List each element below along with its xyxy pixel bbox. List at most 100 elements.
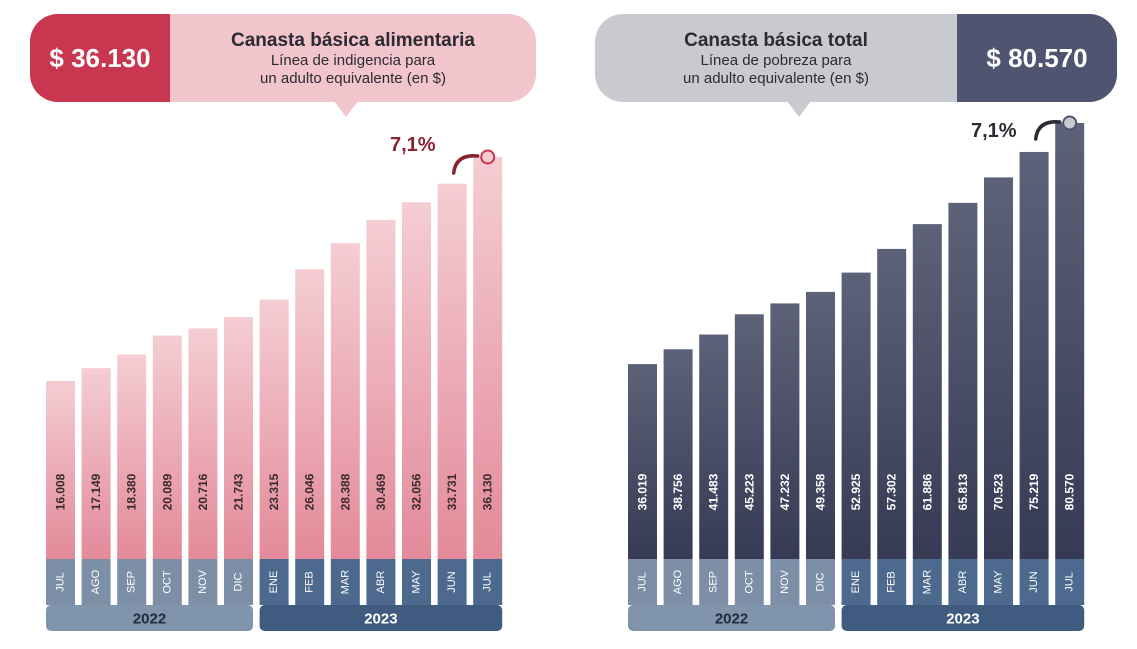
year-band-2023 bbox=[259, 605, 503, 631]
chart-subtitle-line2: un adulto equivalente (en $) bbox=[683, 70, 869, 87]
month-tick-label: ABR bbox=[375, 571, 387, 594]
bar-mar-2023 bbox=[330, 243, 360, 559]
bar-dic-2022 bbox=[224, 317, 253, 559]
month-tick-label: OCT bbox=[743, 570, 755, 594]
month-tick-label: JUL bbox=[482, 572, 494, 592]
year-label-2023: 2023 bbox=[946, 611, 979, 628]
month-tick-label: NOV bbox=[779, 569, 791, 594]
bar-ago-2022 bbox=[663, 349, 693, 559]
bar-jul-2023 bbox=[1055, 123, 1085, 559]
bar-value-label: 26.046 bbox=[303, 473, 317, 510]
month-tick-label: FEB bbox=[886, 571, 898, 592]
price-badge: $ 80.570 bbox=[957, 14, 1117, 102]
header-pointer bbox=[787, 101, 811, 117]
year-band-2023 bbox=[841, 605, 1085, 631]
header-text: Canasta básica alimentaria Línea de indi… bbox=[170, 14, 536, 102]
bar-value-label: 23.315 bbox=[267, 473, 281, 510]
bar-feb-2023 bbox=[877, 248, 907, 560]
month-tick-label: AGO bbox=[90, 569, 102, 594]
month-strip bbox=[877, 559, 907, 605]
growth-arc bbox=[1033, 120, 1062, 141]
year-label-2022: 2022 bbox=[715, 611, 748, 628]
bar-value-label: 36.019 bbox=[636, 473, 650, 510]
month-strip bbox=[259, 559, 289, 605]
bar-value-label: 18.380 bbox=[125, 473, 139, 510]
month-strip bbox=[224, 559, 253, 605]
month-strip bbox=[841, 559, 871, 605]
month-tick-label: SEP bbox=[126, 571, 138, 593]
bar-value-label: 61.886 bbox=[920, 473, 934, 510]
bar-nov-2022 bbox=[188, 328, 218, 559]
panel-canasta-alimentaria: $ 36.130 Canasta básica alimentaria Líne… bbox=[0, 0, 560, 649]
bar-value-label: 38.756 bbox=[671, 473, 685, 510]
month-strip bbox=[699, 559, 729, 605]
bar-dic-2022 bbox=[806, 291, 835, 559]
month-strip bbox=[1019, 559, 1049, 605]
bar-value-label: 32.056 bbox=[410, 473, 424, 510]
month-tick-label: JUN bbox=[1028, 571, 1040, 592]
bar-ago-2022 bbox=[81, 368, 111, 559]
month-strip bbox=[46, 559, 75, 605]
month-tick-label: JUN bbox=[446, 571, 458, 592]
growth-arc bbox=[451, 154, 480, 175]
bar-oct-2022 bbox=[734, 314, 764, 559]
bar-value-label: 16.008 bbox=[54, 473, 68, 510]
bar-ene-2023 bbox=[841, 272, 871, 559]
bar-value-label: 70.523 bbox=[992, 473, 1006, 510]
month-strip bbox=[437, 559, 467, 605]
bar-sep-2022 bbox=[117, 354, 147, 559]
bar-chart-alimentaria: 16.008 JUL 17.149 AGO 18.380 SEP 20.089 OCT 20.7… bbox=[46, 149, 503, 631]
month-strip bbox=[806, 559, 835, 605]
chart-title: Canasta básica total bbox=[684, 30, 868, 51]
bar-value-label: 20.716 bbox=[196, 473, 210, 510]
month-tick-label: NOV bbox=[197, 569, 209, 594]
bar-abr-2023 bbox=[366, 219, 396, 559]
header-card: $ 36.130 Canasta básica alimentaria Líne… bbox=[30, 14, 536, 102]
bar-value-label: 30.469 bbox=[374, 473, 388, 510]
panel-canasta-total: Canasta básica total Línea de pobreza pa… bbox=[575, 0, 1137, 649]
month-strip bbox=[330, 559, 360, 605]
change-annotation: 7,1% bbox=[390, 134, 436, 156]
bar-value-label: 75.219 bbox=[1027, 473, 1041, 510]
month-tick-label: ENE bbox=[268, 571, 280, 594]
bar-jun-2023 bbox=[1019, 151, 1049, 559]
month-tick-label: DIC bbox=[815, 572, 827, 591]
bar-jul-2023 bbox=[473, 157, 503, 559]
bar-feb-2023 bbox=[295, 269, 325, 559]
bar-value-label: 45.223 bbox=[742, 473, 756, 510]
bar-value-label: 57.302 bbox=[885, 473, 899, 510]
bar-nov-2022 bbox=[770, 303, 800, 559]
year-band-2022 bbox=[46, 605, 253, 631]
bar-chart-total: 36.019 JUL 38.756 AGO 41.483 SEP 45.223 OCT 47.2… bbox=[628, 115, 1085, 631]
year-label-2023: 2023 bbox=[364, 611, 397, 628]
bar-value-label: 17.149 bbox=[89, 473, 103, 510]
month-strip bbox=[663, 559, 693, 605]
bar-jun-2023 bbox=[437, 183, 467, 559]
bar-value-label: 33.731 bbox=[445, 473, 459, 510]
month-tick-label: SEP bbox=[708, 571, 720, 593]
month-tick-label: MAY bbox=[411, 570, 423, 594]
month-strip bbox=[295, 559, 325, 605]
latest-value-marker bbox=[480, 149, 496, 165]
bar-jul-2022 bbox=[628, 364, 657, 559]
chart-subtitle-line2: un adulto equivalente (en $) bbox=[260, 70, 446, 87]
year-label-2022: 2022 bbox=[133, 611, 166, 628]
month-strip bbox=[1055, 559, 1085, 605]
bar-value-label: 49.358 bbox=[814, 473, 828, 510]
bar-jul-2022 bbox=[46, 380, 75, 559]
month-tick-label: JUL bbox=[637, 572, 649, 592]
month-strip bbox=[628, 559, 657, 605]
month-strip bbox=[912, 559, 942, 605]
month-tick-label: DIC bbox=[233, 572, 245, 591]
month-tick-label: ENE bbox=[850, 571, 862, 594]
bar-value-label: 41.483 bbox=[707, 473, 721, 510]
chart-title: Canasta básica alimentaria bbox=[231, 30, 475, 51]
month-strip bbox=[948, 559, 978, 605]
month-strip bbox=[366, 559, 396, 605]
chart-subtitle-line1: Línea de indigencia para bbox=[270, 52, 436, 69]
bar-may-2023 bbox=[402, 202, 431, 559]
month-strip bbox=[117, 559, 147, 605]
latest-value-marker bbox=[1062, 115, 1078, 131]
month-tick-label: JUL bbox=[55, 572, 67, 592]
change-annotation: 7,1% bbox=[971, 120, 1017, 142]
